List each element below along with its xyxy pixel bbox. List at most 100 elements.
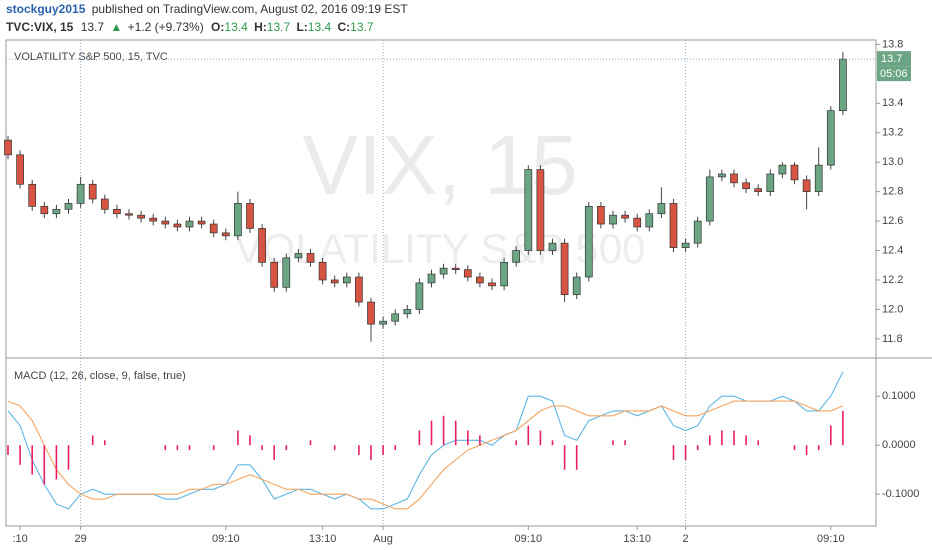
price-legend: VOLATILITY S&P 500, 15, TVC: [14, 51, 168, 63]
macd-line: [7, 400, 844, 510]
h-label: H:: [254, 20, 267, 34]
candle-body: [524, 169, 533, 251]
candle-body: [391, 313, 400, 322]
y-tick-label: 12.6: [882, 215, 903, 227]
arrow: ▲: [110, 20, 122, 34]
candle-body: [197, 220, 206, 225]
candle-body: [839, 58, 847, 112]
candle-body: [137, 214, 145, 219]
c-value: 13.7: [350, 20, 374, 34]
x-tick-label: 09:10: [817, 533, 845, 545]
candle-body: [778, 164, 787, 175]
candle-body: [548, 242, 557, 251]
candle-body: [536, 169, 545, 251]
candle-body: [705, 176, 714, 222]
author[interactable]: stockguy2015: [6, 2, 86, 16]
candle-body: [330, 279, 339, 284]
candle-body: [209, 223, 218, 234]
candle-body: [367, 301, 375, 325]
candle-body: [451, 267, 460, 271]
candle-body: [512, 250, 521, 263]
l-label: L:: [296, 20, 307, 34]
x-tick-label: 13:10: [309, 533, 337, 545]
x-tick-label: Aug: [373, 533, 393, 545]
y-tick-label: 0.0000: [882, 439, 916, 451]
countdown-box: [877, 66, 911, 82]
y-tick-label: 0.1000: [882, 390, 916, 402]
candle-body: [161, 220, 170, 225]
candle-body: [802, 179, 811, 192]
y-tick-label: 12.0: [882, 303, 903, 315]
candle-body: [294, 253, 303, 259]
candle-body: [657, 203, 666, 215]
candle-body: [88, 183, 97, 200]
candle-body: [621, 214, 629, 219]
watermark-sub: VOLATILITY S&P 500: [235, 225, 646, 272]
candle-body: [76, 183, 85, 204]
candle-body: [415, 282, 424, 310]
last-price-label: 13.7: [881, 53, 902, 65]
quote-line: TVC:VIX, 15 13.7 ▲ +1.2 (+9.73%) O:13.4 …: [6, 20, 374, 34]
plot-frame: [5, 39, 877, 527]
candle-body: [439, 267, 448, 275]
x-tick-label: 29: [74, 533, 86, 545]
candle-body: [693, 220, 702, 244]
candle-body: [52, 208, 61, 215]
published: published on TradingView.com, August 02,…: [92, 2, 409, 16]
candle-body: [100, 198, 109, 210]
candle-body: [403, 309, 412, 315]
x-tick-label: 13:10: [623, 533, 651, 545]
candle-body: [173, 223, 182, 228]
candle-body: [645, 213, 654, 228]
candle-body: [355, 276, 363, 303]
y-tick-label: 11.8: [882, 333, 903, 345]
y-tick-label: 12.2: [882, 274, 903, 286]
x-tick-label: 2: [683, 533, 689, 545]
candle-body: [681, 242, 690, 248]
candle-body: [221, 232, 230, 237]
h-value: 13.7: [267, 20, 291, 34]
y-tick-label: -0.1000: [882, 488, 919, 500]
last-price-box: [877, 51, 911, 67]
candle-body: [718, 173, 726, 178]
o-value: 13.4: [224, 20, 248, 34]
change: +1.2 (+9.73%): [128, 20, 204, 34]
candle-body: [185, 220, 194, 228]
candle-body: [28, 183, 37, 207]
candle-body: [306, 253, 315, 263]
candle-body: [584, 206, 593, 278]
publish-line: stockguy2015 published on TradingView.co…: [6, 2, 408, 16]
y-tick-label: 13.0: [882, 156, 903, 168]
o-label: O:: [211, 20, 224, 34]
candle-body: [16, 154, 24, 185]
candle-body: [476, 276, 484, 284]
macd-legend: MACD (12, 26, close, 9, false, true): [14, 370, 186, 382]
candle-body: [113, 208, 121, 215]
candle-body: [597, 206, 605, 225]
y-tick-label: 13.8: [882, 38, 903, 50]
candle-body: [463, 269, 472, 278]
watermark: VIX, 15: [302, 118, 578, 212]
candle-body: [379, 320, 387, 325]
candle-body: [742, 182, 750, 190]
candle-body: [826, 110, 835, 166]
candle-body: [560, 242, 569, 296]
y-tick-label: 12.8: [882, 186, 903, 198]
candle-body: [258, 228, 266, 263]
candle-body: [669, 203, 678, 248]
candle-body: [572, 276, 581, 296]
x-tick-label: 09:10: [515, 533, 543, 545]
candle-body: [427, 273, 436, 284]
candle-body: [730, 173, 738, 184]
candle-body: [234, 203, 242, 237]
candle-body: [318, 261, 327, 281]
countdown: 05:06: [880, 68, 908, 80]
y-tick-label: 13.4: [882, 97, 903, 109]
x-tick-label: :10: [12, 533, 27, 545]
l-value: 13.4: [308, 20, 332, 34]
candle-body: [246, 203, 254, 229]
c-label: C:: [338, 20, 351, 34]
y-tick-label: 12.4: [882, 244, 903, 256]
candle-body: [609, 214, 617, 225]
candle-body: [64, 203, 73, 210]
